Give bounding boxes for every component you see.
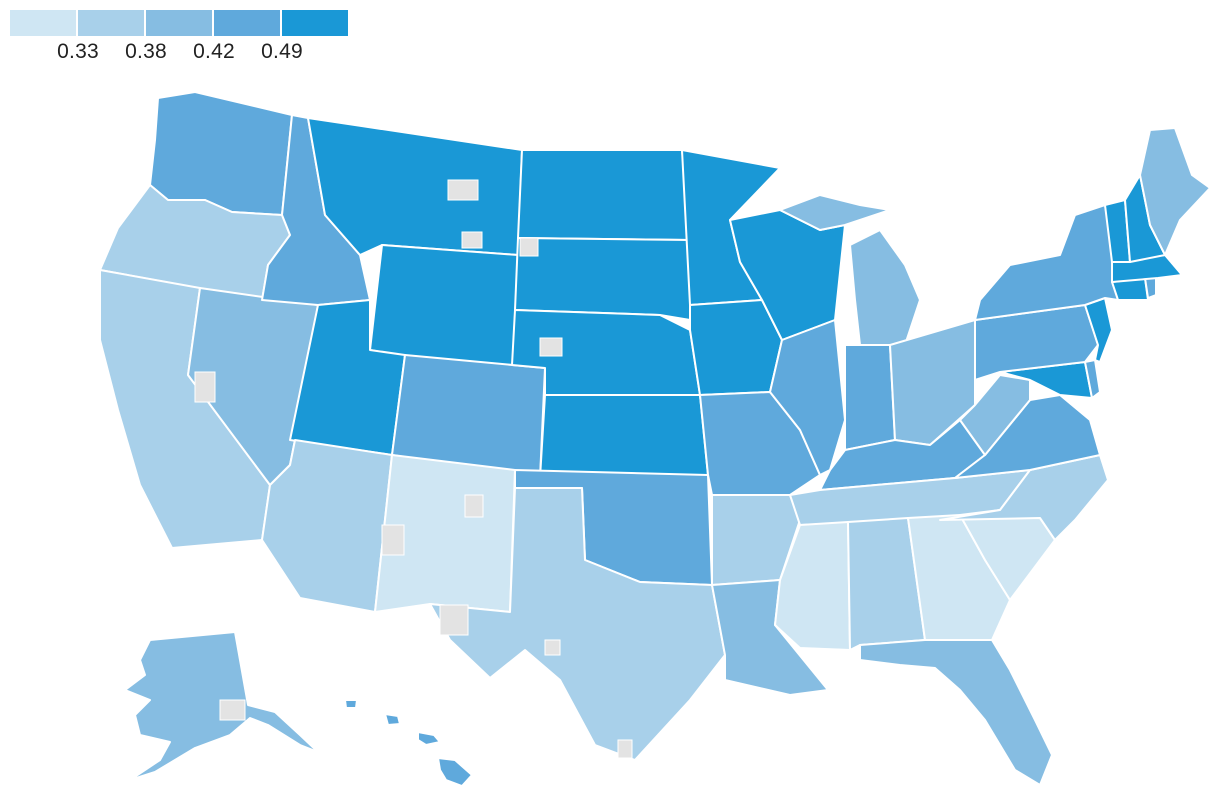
region-south-dakota (514, 237, 691, 321)
legend-swatch-3 (146, 10, 212, 36)
legend-threshold-labels: 0.33 0.38 0.42 0.49 (10, 40, 350, 68)
no-data-patch (519, 237, 539, 257)
legend-swatch-4 (214, 10, 280, 36)
legend-swatch-1 (10, 10, 76, 36)
region-illinois (769, 319, 846, 476)
region-michigan-upper (779, 194, 891, 231)
region-indiana (844, 344, 896, 451)
region-washington (149, 91, 293, 216)
region-hawaii-big (437, 757, 473, 787)
no-data-patch (464, 494, 484, 518)
no-data-patch (194, 371, 216, 403)
no-data-patch (219, 699, 246, 721)
no-data-patch (539, 337, 563, 357)
legend-swatch-2 (78, 10, 144, 36)
region-rhode-island (1144, 277, 1157, 299)
no-data-patch (447, 179, 479, 201)
no-data-patch (439, 604, 469, 636)
no-data-patch (617, 739, 633, 759)
map-legend: 0.33 0.38 0.42 0.49 (10, 10, 350, 70)
region-hawaii-kauai (344, 699, 358, 709)
region-hawaii-maui (417, 731, 441, 746)
legend-color-scale (10, 10, 348, 36)
legend-threshold-label: 0.49 (261, 40, 303, 63)
no-data-patch (544, 639, 561, 656)
no-data-patch (461, 231, 483, 249)
region-maine (1139, 127, 1211, 256)
region-florida (859, 639, 1053, 786)
legend-threshold-label: 0.33 (57, 40, 99, 63)
no-data-patch (381, 524, 405, 556)
region-kansas (539, 394, 709, 479)
region-michigan-lower (849, 229, 921, 346)
legend-threshold-label: 0.38 (125, 40, 167, 63)
legend-threshold-label: 0.42 (193, 40, 235, 63)
region-hawaii-oahu (384, 713, 401, 726)
region-north-dakota (517, 149, 691, 241)
legend-swatch-5 (282, 10, 348, 36)
region-north-carolina (939, 454, 1109, 541)
region-delaware (1084, 359, 1101, 399)
